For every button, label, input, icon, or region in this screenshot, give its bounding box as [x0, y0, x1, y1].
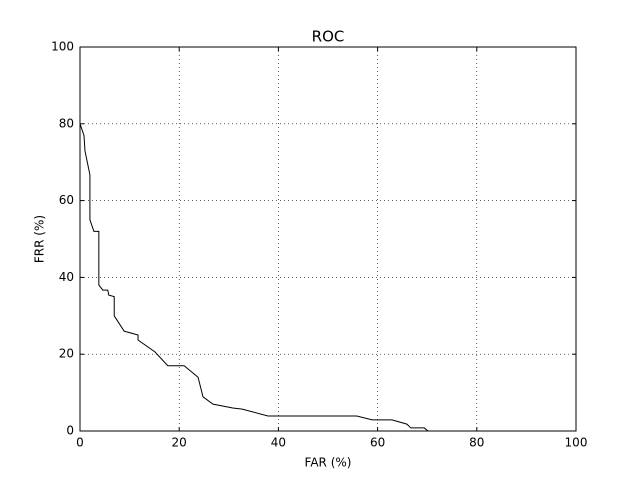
x-tick-label: 100 [565, 436, 588, 450]
x-tick-label: 80 [469, 436, 484, 450]
y-axis-label: FRR (%) [33, 215, 47, 263]
y-tick-label: 40 [59, 270, 74, 284]
x-tick-label: 20 [172, 436, 187, 450]
y-tick-label: 0 [66, 424, 74, 438]
x-tick-label: 0 [76, 436, 84, 450]
x-tick-label: 60 [370, 436, 385, 450]
roc-line [79, 123, 576, 432]
y-tick-label: 20 [59, 347, 74, 361]
y-tick-label: 60 [59, 193, 74, 207]
x-tick-label: 40 [271, 436, 286, 450]
plot-frame [79, 46, 577, 432]
y-tick-label: 80 [59, 116, 74, 130]
x-axis-label: FAR (%) [305, 456, 352, 470]
chart-title: ROC [312, 28, 345, 46]
y-tick-label: 100 [51, 40, 74, 54]
